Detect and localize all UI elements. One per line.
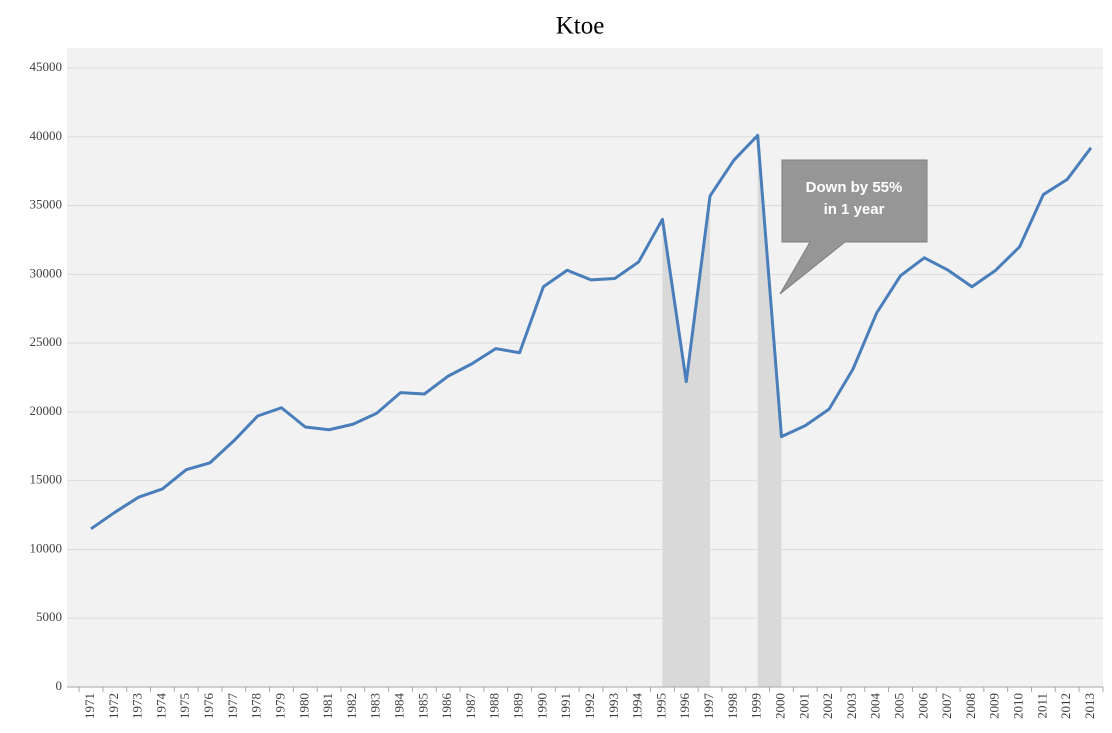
x-tick-label: 2011 [1034,693,1049,719]
x-tick-label: 1996 [677,693,692,720]
x-tick-label: 1994 [630,693,645,720]
x-tick-label: 1987 [463,693,478,720]
x-tick-label: 1980 [296,693,311,719]
plot-area [67,48,1103,687]
x-tick-label: 1999 [749,693,764,719]
x-tick-label: 1986 [439,693,454,720]
x-tick-label: 1971 [82,693,97,719]
x-tick-label: 1976 [201,693,216,720]
x-tick-label: 1992 [582,693,597,719]
y-tick-label: 45000 [30,59,63,74]
x-tick-label: 2009 [987,693,1002,719]
y-tick-label: 20000 [30,403,63,418]
x-tick-label: 2006 [915,693,930,720]
x-tick-label: 1979 [272,693,287,719]
x-tick-label: 2008 [963,693,978,719]
x-tick-label: 1983 [368,693,383,719]
x-tick-label: 1989 [511,693,526,719]
callout: Down by 55% in 1 year [779,159,928,295]
x-tick-label: 1981 [320,693,335,719]
x-tick-label: 2013 [1082,693,1097,719]
x-tick-label: 1988 [487,693,502,719]
x-tick-label: 1977 [225,693,240,720]
x-tick-label: 1978 [249,693,264,719]
x-tick-label: 1974 [153,693,168,720]
x-tick-label: 2000 [772,693,787,719]
x-tick-label: 1985 [415,693,430,719]
y-tick-label: 40000 [30,128,63,143]
x-tick-label: 1975 [177,693,192,719]
x-tick-label: 2005 [892,693,907,719]
y-tick-label: 10000 [30,540,63,555]
y-tick-label: 35000 [30,197,63,212]
x-tick-label: 1990 [534,693,549,719]
x-tick-label: 1973 [130,693,145,719]
x-tick-label: 2012 [1058,693,1073,719]
annotation: Down by 55% [806,179,903,196]
x-tick-label: 2003 [844,693,859,719]
x-tick-label: 1995 [653,693,668,719]
x-tick-label: 1991 [558,693,573,719]
x-tick-label: 2002 [820,693,835,719]
x-tick-label: 2001 [796,693,811,719]
grid: 0 5000 10000 15000 20000 25000 30000 35000 40000… [30,59,1104,719]
x-tick-label: 1997 [701,693,716,720]
y-tick-label: 25000 [30,334,63,349]
x-tick-label: 1982 [344,693,359,719]
chart-title: Ktoe [556,13,605,40]
callout-box [779,159,928,295]
shaded-range [662,195,711,687]
x-tick-label: 2004 [868,693,883,720]
x-tick-label: 1984 [392,693,407,720]
x-tick-label: 1993 [606,693,621,719]
y-tick-label: 5000 [36,609,62,624]
y-tick-label: 15000 [30,472,63,487]
line-series [90,133,1093,531]
marks [90,133,1093,531]
x-tick-label: 2010 [1011,693,1026,719]
y-tick-label: 30000 [30,265,63,280]
annotation: in 1 year [824,201,885,218]
x-tick-label: 1972 [106,693,121,719]
y-tick-label: 0 [56,678,63,693]
x-tick-label: 2007 [939,693,954,720]
x-tick-label: 1998 [725,693,740,719]
